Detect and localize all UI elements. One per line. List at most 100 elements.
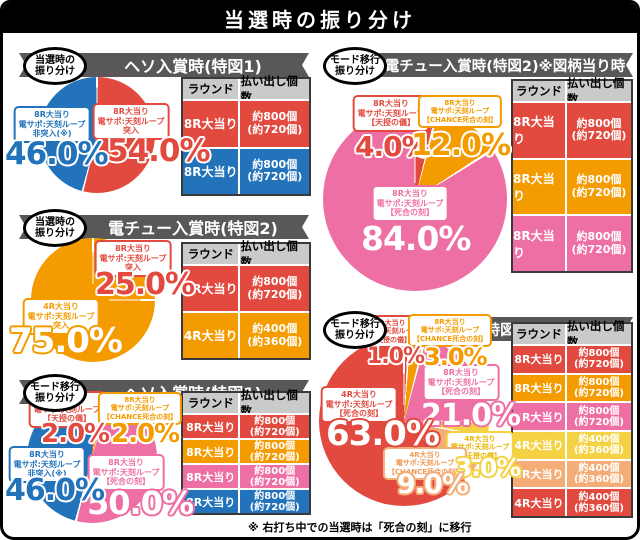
pie-percent: 54.0% [107, 133, 211, 169]
payout-cell: 約800個 (約720個) [564, 346, 631, 373]
table-header-row: ラウンド 払い出し個数 [513, 319, 631, 349]
label-line: 【CHANCE死合の刻】 [412, 334, 488, 343]
badge-win-distribution: 当選時の 振り分け [23, 47, 87, 85]
round-cell: 8R大当り [513, 172, 555, 203]
payout-line1: 約800個 [576, 173, 622, 187]
pie-percent: 1.0% [367, 344, 425, 369]
pie-percent: 50.0% [87, 484, 194, 522]
payout-line1: 約400個 [578, 434, 620, 446]
col-round: ラウンド [515, 327, 562, 341]
round-cell: 4R大当り [514, 439, 564, 453]
payout-line1: 約400個 [578, 491, 620, 503]
payout-cell: 約800個 (約720個) [238, 415, 309, 438]
label-line: 8R大当り [392, 189, 428, 198]
payout-line2: (約720個) [571, 129, 627, 143]
page-title: 当選時の振り分け [224, 7, 416, 32]
table-row: 8R大当り 約800個 (約720個) [513, 401, 631, 431]
pie-slice-label: 8R大当り 電サポ:天刻ループ 【天授の儀】 [352, 95, 430, 132]
payout-line1: 約800個 [578, 405, 620, 417]
payout-table: ラウンド 払い出し個数 8R大当り 約800個 (約720個) 8R大当り 約80… [511, 319, 633, 518]
pie-slice-label: 8R大当り 電サポ:天刻ループ 【CHANCE死合の刻】 [97, 392, 183, 426]
payout-table: ラウンド 払い出し個数 8R大当り 約800個 (約720個) 8R大当り 約80… [181, 74, 311, 196]
badge-line2: 振り分け [335, 66, 375, 77]
payout-line1: 約800個 [576, 230, 622, 244]
label-line: 電サポ:天刻ループ [420, 326, 480, 335]
table-row: 4R大当り 約400個 (約360個) [513, 458, 631, 488]
payout-cell: 約400個 (約360個) [564, 460, 631, 488]
badge-line2: 振り分け [35, 393, 75, 404]
label-line: 4R大当り [464, 435, 496, 443]
pie-slice-label: 8R大当り 電サポ:天刻ループ 【CHANCE死合の刻】 [417, 95, 503, 129]
table-row: 8R大当り 約800個 (約720個) [513, 372, 631, 402]
col-round: ラウンド [187, 247, 234, 261]
section-header-label: 電チュー入賞時(特図2)※図柄当り時 [384, 58, 626, 75]
label-line: 電サポ:天刻ループ [325, 399, 393, 409]
payout-line2: (約720個) [571, 186, 627, 199]
badge-line2: 振り分け [335, 330, 375, 341]
label-line: 突入 [125, 263, 141, 273]
table-row: 8R大当り 約800個 (約720個) [183, 99, 309, 147]
badge-line1: 当選時の [35, 216, 75, 228]
payout-cell: 約800個 (約720個) [238, 465, 309, 488]
payout-table: ラウンド 払い出し個数 8R大当り 約800個 (約720個) 8R大当り 約80… [181, 388, 311, 515]
table-row: 8R大当り 約800個 (約720個) [183, 146, 309, 194]
title-banner: 当選時の振り分け [3, 3, 637, 33]
round-cell: 8R大当り [186, 420, 236, 434]
payout-line2: (約360個) [247, 334, 303, 348]
round-cell: 8R大当り [183, 117, 238, 132]
payout-line1: 約800個 [252, 274, 298, 288]
label-line: 8R大当り [124, 396, 156, 404]
label-line: 電サポ:天刻ループ [13, 459, 81, 469]
label-line: 【CHANCE死合の刻】 [102, 412, 178, 421]
label-line: 4R大当り [341, 390, 377, 399]
table-header-row: ラウンド 払い出し個数 [183, 74, 309, 104]
pie-slice-label: 8R大当り 電サポ:天刻ループ 【死合の刻】 [422, 364, 500, 401]
payout-cell: 約800個 (約720個) [564, 216, 631, 272]
badge-mode-distribution: モード移行 振り分け [323, 47, 387, 85]
pie-slice-label: 4R大当り 電サポ:天刻ループ 突入 [22, 298, 100, 335]
round-cell: 8R大当り [186, 470, 236, 484]
payout-cell: 約800個 (約720個) [238, 490, 309, 513]
badge-mode-distribution: モード移行 振り分け [323, 311, 387, 349]
payout-cell: 約400個 (約360個) [564, 432, 631, 459]
round-cell: 8R大当り [514, 353, 564, 367]
badge-line1: モード移行 [30, 381, 80, 393]
payout-cell: 約800個 (約720個) [238, 148, 309, 194]
label-line: 電サポ:天刻ループ [18, 119, 86, 129]
payout-line1: 約400個 [252, 321, 298, 335]
pie-percent: 25.0% [95, 267, 195, 302]
label-line: 電サポ:天刻ループ [427, 377, 495, 387]
label-line: 8R大当り [443, 368, 479, 377]
label-line: 【天授の儀】 [458, 451, 501, 460]
table-row: 8R大当り 約800個 (約720個) [513, 214, 631, 272]
payout-line1: 約400個 [578, 463, 620, 475]
table-row: 4R大当り 約400個 (約360個) [183, 311, 309, 358]
col-round: ラウンド [187, 396, 234, 410]
label-line: 非突入(※) [27, 469, 67, 479]
payout-cell: 約400個 (約360個) [564, 489, 631, 517]
table-row: 4R大当り 約400個 (約360個) [513, 430, 631, 459]
payout-line2: (約720個) [247, 287, 303, 301]
label-line: 8R大当り [115, 244, 151, 253]
pie-percent: 46.0% [5, 473, 105, 508]
table-row: 8R大当り 約800個 (約720個) [183, 264, 309, 311]
label-line: 4R大当り [409, 451, 441, 459]
badge-line1: 当選時の [35, 54, 75, 66]
pie-percent: 3.0% [424, 343, 488, 371]
label-line: 突入 [53, 321, 69, 331]
label-line: 電サポ:天刻ループ [97, 116, 165, 126]
label-line: 電サポ:天刻ループ [110, 404, 170, 413]
round-cell: 8R大当り [514, 382, 564, 395]
table-row: 8R大当り 約800個 (約720個) [513, 157, 631, 215]
col-payout: 払い出し個数 [238, 388, 309, 418]
table-row: 4R大当り 約400個 (約360個) [513, 487, 631, 517]
table-row: 8R大当り 約800個 (約720個) [513, 101, 631, 158]
pie-percent: 75.0% [9, 321, 123, 361]
label-line: 【天授の儀】 [368, 335, 411, 344]
round-cell: 8R大当り [513, 228, 555, 260]
payout-cell: 約800個 (約720個) [564, 159, 631, 215]
payout-line2: (約720個) [573, 359, 624, 371]
payout-line1: 約800個 [254, 490, 296, 502]
payout-line2: (約720個) [573, 416, 624, 428]
